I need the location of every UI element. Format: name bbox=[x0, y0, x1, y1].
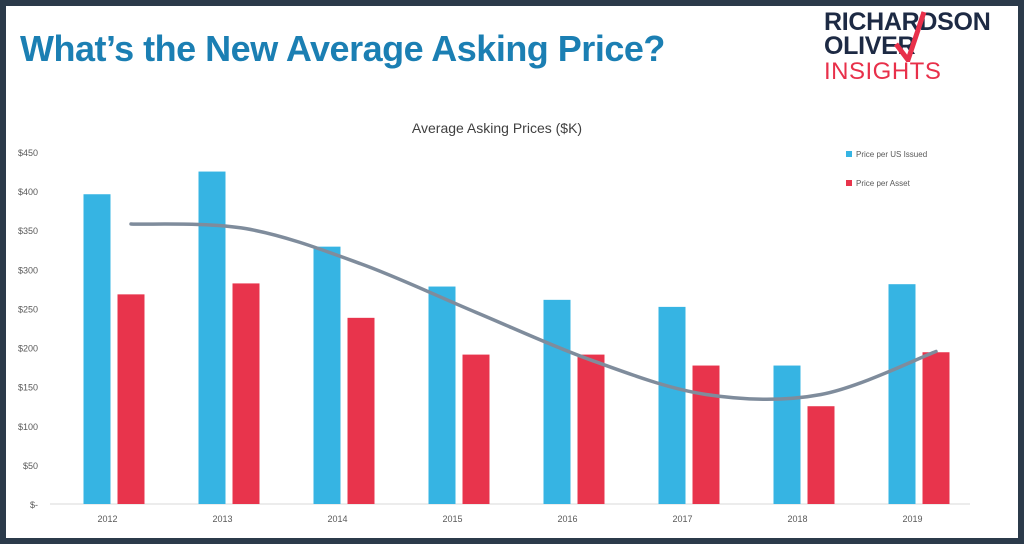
bar-price-per-us-issued bbox=[888, 284, 916, 504]
y-tick-label: $- bbox=[30, 500, 38, 510]
legend-swatch bbox=[846, 180, 852, 186]
bar-price-per-asset bbox=[117, 294, 145, 504]
bar-price-per-us-issued bbox=[313, 246, 341, 504]
bar-price-per-asset bbox=[807, 406, 835, 504]
bar-price-per-us-issued bbox=[658, 306, 686, 504]
bar-price-per-us-issued bbox=[428, 286, 456, 504]
chart-bars bbox=[83, 171, 950, 505]
x-tick-label: 2012 bbox=[97, 514, 117, 524]
x-tick-label: 2015 bbox=[442, 514, 462, 524]
y-tick-label: $450 bbox=[18, 148, 38, 158]
x-tick-label: 2018 bbox=[787, 514, 807, 524]
y-tick-label: $350 bbox=[18, 226, 38, 236]
trendline-curve bbox=[129, 222, 938, 402]
x-tick-label: 2013 bbox=[212, 514, 232, 524]
legend-label: Price per Asset bbox=[856, 179, 911, 188]
legend-swatch bbox=[846, 151, 852, 157]
bar-price-per-us-issued bbox=[83, 194, 111, 505]
logo-line-3: INSIGHTS bbox=[824, 58, 942, 85]
y-tick-label: $100 bbox=[18, 422, 38, 432]
bar-price-per-asset bbox=[922, 352, 950, 504]
y-tick-label: $250 bbox=[18, 304, 38, 314]
slide-title: What’s the New Average Asking Price? bbox=[20, 28, 665, 69]
bar-price-per-us-issued bbox=[198, 171, 226, 505]
bar-price-per-asset bbox=[347, 317, 375, 504]
x-tick-label: 2019 bbox=[902, 514, 922, 524]
legend-label: Price per US Issued bbox=[856, 150, 927, 159]
y-tick-label: $400 bbox=[18, 187, 38, 197]
x-tick-label: 2017 bbox=[672, 514, 692, 524]
y-tick-label: $50 bbox=[23, 461, 38, 471]
bar-price-per-asset bbox=[692, 365, 720, 504]
chart-title: Average Asking Prices ($K) bbox=[412, 120, 582, 136]
x-tick-label: 2016 bbox=[557, 514, 577, 524]
bar-price-per-us-issued bbox=[773, 365, 801, 504]
bar-price-per-asset bbox=[232, 283, 260, 504]
y-tick-label: $150 bbox=[18, 383, 38, 393]
bar-price-per-us-issued bbox=[543, 299, 571, 504]
y-tick-label: $200 bbox=[18, 344, 38, 354]
bar-price-per-asset bbox=[577, 354, 605, 504]
x-tick-label: 2014 bbox=[327, 514, 347, 524]
company-logo: RICHARDSON OLIVER INSIGHTS bbox=[824, 10, 1020, 88]
y-tick-label: $300 bbox=[18, 265, 38, 275]
slide: What’s the New Average Asking Price? RIC… bbox=[6, 6, 1018, 538]
chart-trendline bbox=[129, 222, 938, 402]
bar-price-per-asset bbox=[462, 354, 490, 504]
chart-legend: Price per US Issued Price per Asset bbox=[846, 150, 927, 188]
